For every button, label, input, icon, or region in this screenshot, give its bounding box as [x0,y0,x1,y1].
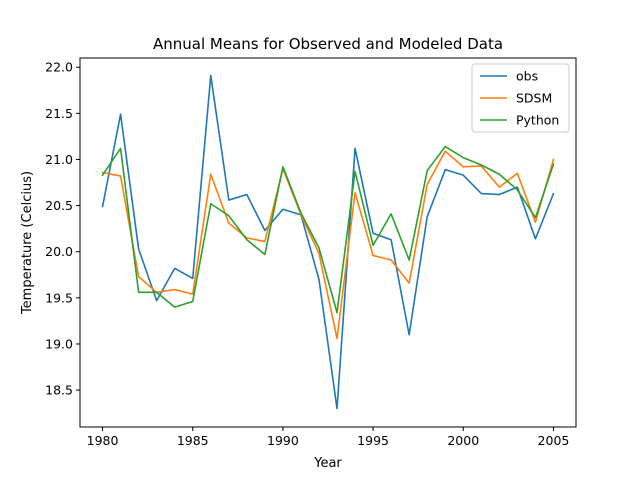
x-axis-label: Year [313,456,342,471]
y-axis-label: Temperature (Celcius) [20,171,35,315]
y-axis: 18.5 19.0 19.5 20.0 20.5 21.0 21.5 22.0 [45,60,80,398]
y-tick-label: 20.0 [45,244,73,259]
x-tick-label: 1995 [357,433,389,448]
x-tick-label: 1985 [177,433,209,448]
y-tick-label: 22.0 [45,60,73,75]
legend-label-sdsm: SDSM [516,91,552,106]
x-tick-label: 2005 [538,433,570,448]
y-tick-label: 19.5 [45,290,73,305]
x-tick-label: 1990 [267,433,299,448]
legend: obs SDSM Python [471,63,570,133]
x-tick-label: 2000 [447,433,479,448]
plot-area [79,57,577,428]
series-layer [101,74,555,410]
y-tick-label: 21.0 [45,152,73,167]
legend-box [471,63,570,133]
x-axis: 1980 1985 1990 1995 2000 2005 [87,427,570,448]
axes-frame [79,57,577,428]
y-tick-label: 20.5 [45,198,73,213]
series-line-python [101,145,555,314]
series-line-sdsm [101,150,555,340]
y-tick-label: 21.5 [45,106,73,121]
y-tick-label: 18.5 [45,383,73,398]
legend-label-obs: obs [516,69,538,84]
legend-label-python: Python [516,113,559,128]
y-tick-label: 19.0 [45,336,73,351]
x-tick-label: 1980 [87,433,119,448]
series-line-obs [101,74,555,410]
chart-title: Annual Means for Observed and Modeled Da… [153,35,503,53]
